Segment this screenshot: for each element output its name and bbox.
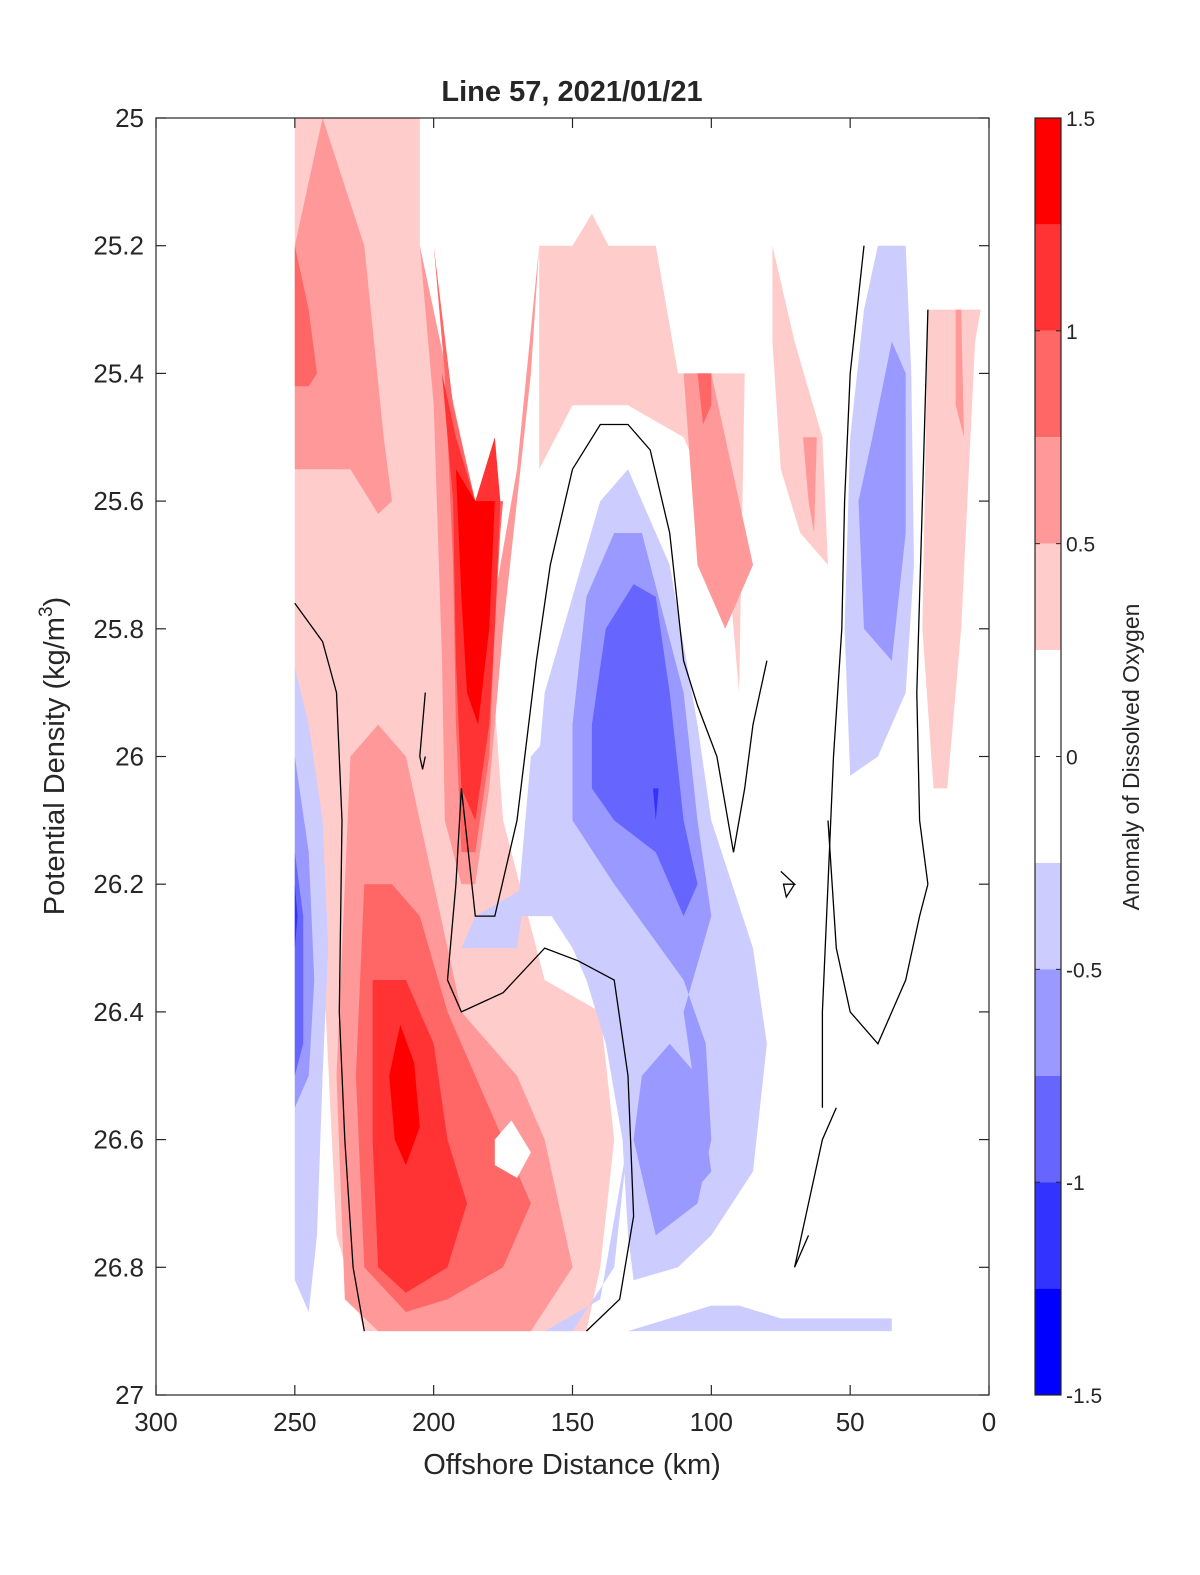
contour-region-far-right-pos-0.6 (955, 309, 964, 438)
colorbar-level (1035, 543, 1061, 651)
contour-region-center-neg-1.1 (653, 788, 659, 821)
contour-region-center-upper-red-1.4 (455, 469, 495, 725)
contour-region-west-pos-0.9 (294, 245, 317, 387)
colorbar-tick-label: -1 (1066, 1172, 1085, 1195)
y-axis-label-main: Potential Density (kg/m (39, 617, 71, 915)
y-axis-label-end: ) (39, 597, 71, 607)
y-tick-label: 26.6 (93, 1125, 144, 1155)
zero-contour-line-7 (916, 309, 929, 885)
colorbar-level (1035, 862, 1061, 970)
y-tick-label: 25.4 (93, 358, 144, 388)
zero-contour-line-6 (821, 245, 865, 1108)
colorbar-tick-label: -1.5 (1066, 1385, 1102, 1408)
x-axis-label: Offshore Distance (km) (423, 1449, 721, 1481)
y-axis-label-superscript: 3 (36, 606, 57, 617)
colorbar-level (1035, 118, 1061, 225)
colorbar-level (1035, 1182, 1061, 1289)
contour-region-right-neg-0.6 (858, 341, 906, 661)
x-tick-label: 50 (836, 1407, 865, 1437)
colorbar-level (1035, 330, 1061, 438)
x-tick-label: 100 (690, 1407, 733, 1437)
contour-region-west-neg-1.1 (294, 884, 298, 949)
x-tick-label: 200 (412, 1407, 455, 1437)
x-axis-ticks: 300 250 200 150 100 50 0 (134, 118, 996, 1437)
colorbar-level (1035, 224, 1061, 331)
colorbar-label: Anomaly of Dissolved Oxygen (1118, 604, 1144, 911)
y-tick-label: 26 (115, 742, 144, 772)
y-tick-label: 25.8 (93, 614, 144, 644)
zero-contour-line-5 (780, 870, 797, 899)
zero-contour-line-4 (446, 788, 635, 1332)
zero-contour-line-2 (419, 692, 426, 770)
colorbar-tick-label: 1.5 (1066, 108, 1095, 131)
contour-region-right-pos-0.6 (803, 437, 817, 533)
x-tick-label: 250 (273, 1407, 316, 1437)
y-tick-label: 26.4 (93, 997, 144, 1027)
y-tick-label: 27 (115, 1380, 144, 1410)
colorbar-level (1035, 437, 1061, 544)
zero-contour-line-9 (793, 1107, 837, 1268)
colorbar-tick-label: -0.5 (1066, 959, 1102, 982)
contour-region-bottom-negative (628, 1305, 892, 1332)
contour-fills (294, 118, 981, 1332)
contour-region-center-neg-0.8 (591, 584, 698, 917)
y-tick-label: 25.6 (93, 486, 144, 516)
contour-region-center-positive-upper (539, 213, 745, 693)
y-tick-label: 26.8 (93, 1252, 144, 1282)
colorbar-tick-label: 1 (1066, 321, 1078, 344)
colorbar-level (1035, 1288, 1061, 1395)
x-tick-label: 150 (551, 1407, 594, 1437)
contour-region-center-positive-0.6 (683, 373, 753, 629)
zero-contour-line-8 (827, 820, 929, 1046)
y-axis-label: Potential Density (kg/m3) (36, 597, 71, 915)
y-axis-ticks: 25 25.2 25.4 25.6 25.8 26 26.2 26.4 26.6 26.8 27 (93, 103, 989, 1410)
colorbar-tick-label: 0.5 (1066, 534, 1095, 557)
contour-region-white-hole (494, 1120, 531, 1178)
y-tick-label: 26.2 (93, 869, 144, 899)
colorbar: 1.5 1 0.5 0 -0.5 -1 -1.5 (1034, 108, 1102, 1408)
contour-region-center-positive-0.9 (697, 373, 712, 425)
colorbar-level (1035, 1075, 1061, 1183)
zero-contour-line-3 (460, 423, 768, 917)
zero-contour-line-1 (294, 602, 365, 1332)
y-tick-label: 25 (115, 103, 144, 133)
colorbar-level (1035, 969, 1061, 1076)
contour-region-lower-red-1.4 (389, 1024, 420, 1166)
contour-region-west-pos-0.6 (294, 118, 392, 514)
x-tick-label: 300 (134, 1407, 177, 1437)
contour-region-far-right-positive (922, 309, 981, 789)
y-tick-label: 25.2 (93, 231, 144, 261)
chart-title: Line 57, 2021/01/21 (441, 76, 702, 108)
colorbar-tick-label: 0 (1066, 747, 1078, 770)
x-tick-label: 0 (982, 1407, 996, 1437)
zero-contour-lines (294, 245, 929, 1332)
